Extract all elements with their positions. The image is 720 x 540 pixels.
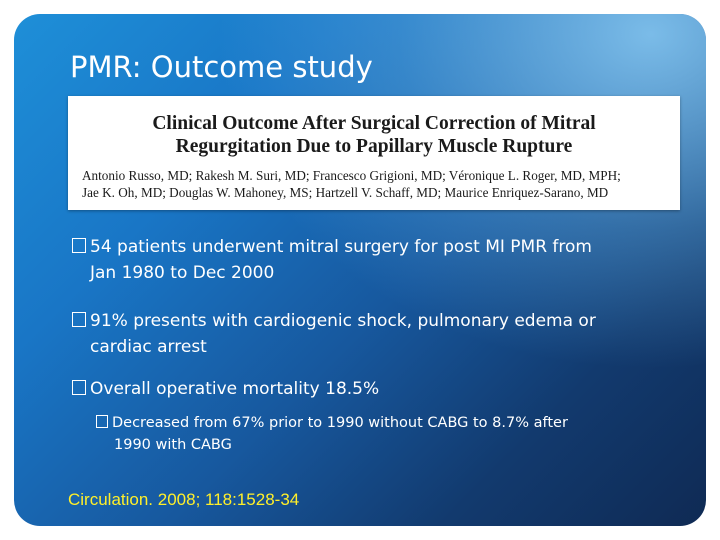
missing-glyph-box-icon: [96, 415, 108, 428]
missing-glyph-box-icon: [72, 380, 86, 395]
bullet-text: 54 patients underwent mitral surgery for…: [90, 237, 592, 257]
missing-glyph-box-icon: [72, 238, 86, 253]
paper-header-image: Clinical Outcome After Surgical Correcti…: [68, 96, 680, 210]
paper-title-line: Clinical Outcome After Surgical Correcti…: [152, 113, 596, 134]
paper-title-line: Regurgitation Due to Papillary Muscle Ru…: [175, 136, 573, 157]
bullet-line: Overall operative mortality 18.5%: [72, 376, 379, 402]
citation: Circulation. 2008; 118:1528-34: [68, 490, 300, 509]
paper-authors-line: Jae K. Oh, MD; Douglas W. Mahoney, MS; H…: [82, 184, 609, 200]
slide-title: PMR: Outcome study: [70, 50, 373, 84]
bullet-patients: 54 patients underwent mitral surgery for…: [72, 234, 592, 286]
paper-authors-line: Antonio Russo, MD; Rakesh M. Suri, MD; F…: [82, 168, 621, 183]
bullet-text: Jan 1980 to Dec 2000: [90, 263, 275, 283]
bullet-line: 91% presents with cardiogenic shock, pul…: [72, 308, 596, 334]
bullet-text: Overall operative mortality 18.5%: [90, 379, 380, 399]
sub-bullet-mortality-trend: Decreased from 67% prior to 1990 without…: [96, 412, 568, 456]
bullet-text: 1990 with CABG: [114, 437, 232, 453]
paper-title: Clinical Outcome After Surgical Correcti…: [68, 112, 680, 158]
paper-authors: Antonio Russo, MD; Rakesh M. Suri, MD; F…: [82, 168, 672, 201]
bullet-presentation: 91% presents with cardiogenic shock, pul…: [72, 308, 596, 360]
bullet-line: 54 patients underwent mitral surgery for…: [72, 234, 592, 260]
bullet-mortality: Overall operative mortality 18.5%: [72, 376, 379, 402]
bullet-line: Decreased from 67% prior to 1990 without…: [96, 412, 568, 434]
bullet-text: cardiac arrest: [90, 337, 207, 357]
bullet-text: Decreased from 67% prior to 1990 without…: [112, 415, 568, 431]
missing-glyph-box-icon: [72, 312, 86, 327]
bullet-text: 91% presents with cardiogenic shock, pul…: [90, 311, 596, 331]
